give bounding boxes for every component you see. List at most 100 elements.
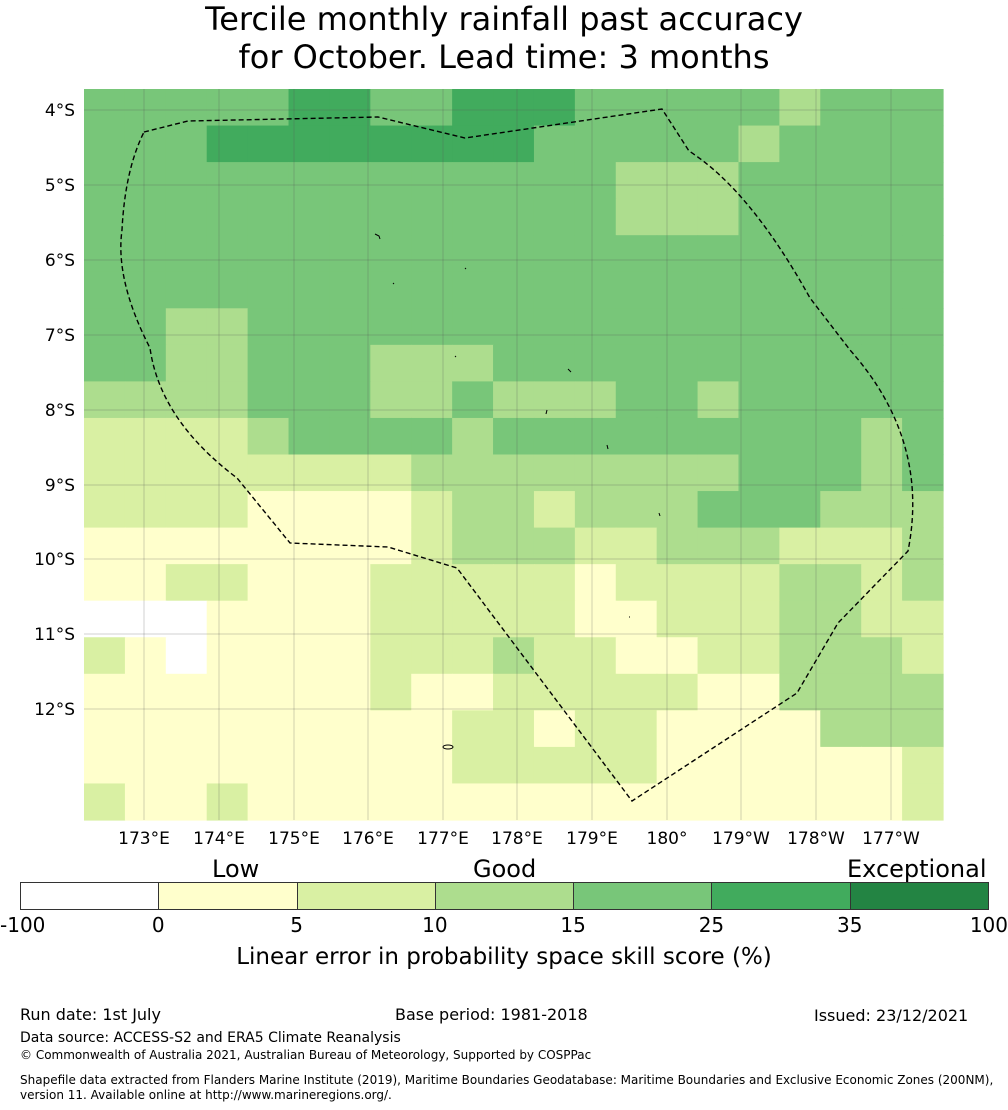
grid-cell xyxy=(165,198,208,236)
grid-cell xyxy=(452,198,494,236)
grid-cell xyxy=(574,637,617,675)
grid-cell xyxy=(902,344,944,382)
colorbar-tick-label: 10 xyxy=(422,913,448,937)
grid-cell xyxy=(84,527,126,565)
grid-cell xyxy=(902,381,944,419)
grid-cell xyxy=(656,746,699,785)
grid-cell xyxy=(820,235,862,273)
grid-cell xyxy=(615,89,658,127)
colorbar-tick-label: 35 xyxy=(836,913,863,937)
grid-cell xyxy=(656,381,699,419)
colorbar-swatch xyxy=(158,882,298,910)
grid-cell xyxy=(370,454,412,492)
grid-cell xyxy=(820,89,862,127)
grid-cell xyxy=(84,746,126,785)
grid-cell xyxy=(738,527,780,565)
grid-cell xyxy=(165,381,208,419)
grid-cell xyxy=(411,564,453,602)
grid-cell xyxy=(493,710,535,748)
grid-cell xyxy=(493,417,535,456)
grid-cell xyxy=(247,271,290,309)
island xyxy=(606,444,609,450)
grid-cell xyxy=(574,381,617,419)
latitude-label: 9°S xyxy=(45,476,75,496)
grid-cell xyxy=(861,417,903,456)
grid-cell xyxy=(533,600,576,638)
grid-cell xyxy=(779,783,821,821)
longitude-label: 177°E xyxy=(417,829,469,849)
grid-cell xyxy=(452,308,494,346)
grid-cell xyxy=(697,527,740,565)
grid-cell xyxy=(779,381,821,419)
grid-cell xyxy=(370,673,412,711)
grid-cell xyxy=(493,564,535,602)
longitude-label: 178°W xyxy=(787,829,845,849)
grid-cell xyxy=(288,454,331,492)
grid-cell xyxy=(329,454,371,492)
grid-cell xyxy=(902,89,944,127)
grid-cell xyxy=(820,527,862,565)
grid-cell xyxy=(165,710,208,748)
grid-cell xyxy=(902,417,944,456)
latitude-labels: 4°S 5°S 6°S 7°S 8°S 9°S 10°S 11°S 12°S xyxy=(34,101,75,720)
island xyxy=(454,355,457,358)
grid-cell xyxy=(697,235,740,273)
grid-cell xyxy=(861,125,903,163)
grid-cell xyxy=(574,162,617,200)
grid-cell xyxy=(370,491,412,529)
grid-cell xyxy=(452,746,494,785)
grid-cell xyxy=(247,673,290,711)
colorbar-swatch xyxy=(296,882,436,910)
grid-cell xyxy=(779,454,821,492)
grid-cell xyxy=(493,89,535,127)
grid-cell xyxy=(452,125,494,163)
grid-cell xyxy=(615,454,658,492)
grid-cell xyxy=(493,381,535,419)
grid-cell xyxy=(779,637,821,675)
grid-cell xyxy=(615,198,658,236)
longitude-label: 179°E xyxy=(566,829,618,849)
grid-cell xyxy=(820,198,862,236)
grid-cell xyxy=(779,125,821,163)
grid-cell xyxy=(861,564,903,602)
grid-cell xyxy=(902,746,944,785)
graticule xyxy=(84,89,943,820)
grid-cell xyxy=(533,527,576,565)
grid-cell xyxy=(861,198,903,236)
grid-cell xyxy=(329,381,371,419)
grid-cell xyxy=(656,491,699,529)
grid-cell xyxy=(738,746,780,785)
copyright: © Commonwealth of Australia 2021, Austra… xyxy=(20,1048,592,1062)
grid-cell xyxy=(697,637,740,675)
grid-cell xyxy=(370,564,412,602)
grid-cell xyxy=(493,454,535,492)
colorbar-swatch xyxy=(711,882,851,910)
grid-cell xyxy=(738,308,780,346)
grid-cell xyxy=(820,491,862,529)
grid-cell xyxy=(574,125,617,163)
grid-cell xyxy=(820,746,862,785)
grid-cell xyxy=(493,235,535,273)
grid-cell xyxy=(370,125,412,163)
colorbar-swatch xyxy=(573,882,713,910)
grid-cell xyxy=(165,235,208,273)
grid-cell xyxy=(288,235,331,273)
longitude-label: 174°E xyxy=(193,829,245,849)
grid-cell xyxy=(370,198,412,236)
grid-cell xyxy=(493,125,535,163)
grid-cell xyxy=(411,491,453,529)
grid-cell xyxy=(779,417,821,456)
grid-cell xyxy=(697,381,740,419)
grid-cell xyxy=(370,235,412,273)
grid-cell xyxy=(329,89,371,127)
eez-boundary-line xyxy=(120,108,914,802)
grid-cell xyxy=(779,235,821,273)
grid-cell xyxy=(656,564,699,602)
grid-cell xyxy=(574,600,617,638)
grid-cell xyxy=(738,89,780,127)
grid-cell xyxy=(861,308,903,346)
grid-cell xyxy=(615,381,658,419)
grid-cell xyxy=(452,710,494,748)
grid-cell xyxy=(656,417,699,456)
grid-cell xyxy=(902,125,944,163)
